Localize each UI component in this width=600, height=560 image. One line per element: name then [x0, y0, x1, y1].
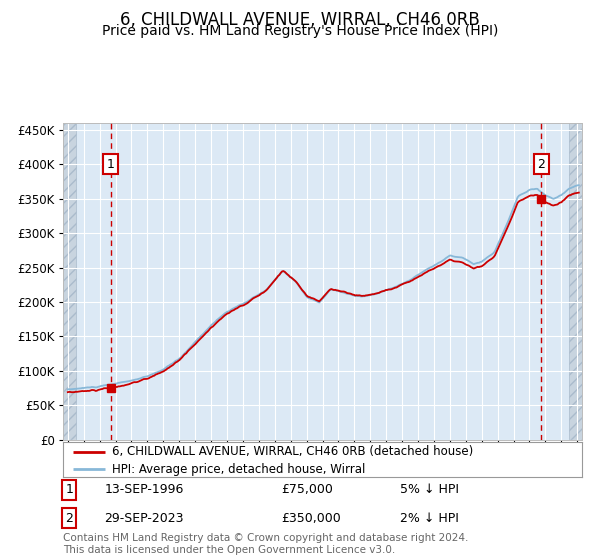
- Text: 6, CHILDWALL AVENUE, WIRRAL, CH46 0RB: 6, CHILDWALL AVENUE, WIRRAL, CH46 0RB: [120, 11, 480, 29]
- Text: 5% ↓ HPI: 5% ↓ HPI: [400, 483, 460, 496]
- Text: 1: 1: [65, 483, 73, 496]
- Text: 2: 2: [538, 158, 545, 171]
- Text: HPI: Average price, detached house, Wirral: HPI: Average price, detached house, Wirr…: [112, 463, 365, 476]
- Text: 13-SEP-1996: 13-SEP-1996: [104, 483, 184, 496]
- Bar: [569, 123, 582, 440]
- Text: £75,000: £75,000: [281, 483, 333, 496]
- Text: 1: 1: [107, 158, 115, 171]
- Text: £350,000: £350,000: [281, 512, 341, 525]
- Text: 6, CHILDWALL AVENUE, WIRRAL, CH46 0RB (detached house): 6, CHILDWALL AVENUE, WIRRAL, CH46 0RB (d…: [112, 445, 473, 458]
- Text: Price paid vs. HM Land Registry's House Price Index (HPI): Price paid vs. HM Land Registry's House …: [102, 24, 498, 38]
- Text: 29-SEP-2023: 29-SEP-2023: [104, 512, 184, 525]
- Text: 2% ↓ HPI: 2% ↓ HPI: [400, 512, 459, 525]
- Bar: [63, 123, 76, 440]
- Text: 2: 2: [65, 512, 73, 525]
- Text: Contains HM Land Registry data © Crown copyright and database right 2024.
This d: Contains HM Land Registry data © Crown c…: [63, 533, 469, 555]
